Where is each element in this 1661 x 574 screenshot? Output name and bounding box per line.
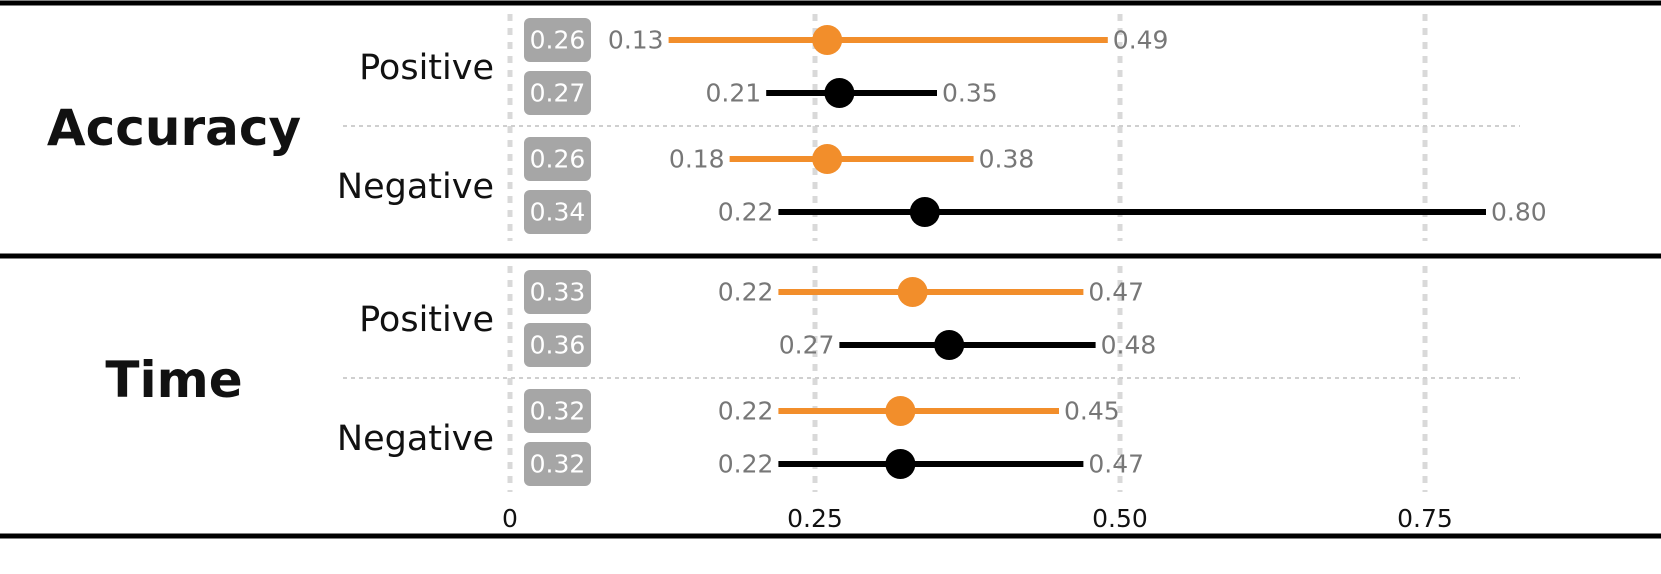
x-tick-label: 0 (502, 504, 518, 533)
mean-badge (524, 18, 591, 62)
ci-low-label: 0.21 (706, 79, 762, 108)
mean-point (885, 449, 916, 479)
x-tick-label: 0.50 (1092, 504, 1148, 533)
mean-point (934, 330, 965, 360)
ci-low-label: 0.18 (669, 145, 725, 174)
ci-high-label: 0.35 (942, 79, 998, 108)
condition-label: Negative (337, 419, 494, 459)
mean-badge (524, 270, 591, 314)
ci-low-label: 0.22 (718, 450, 774, 479)
condition-label: Positive (359, 300, 494, 340)
ci-high-label: 0.80 (1491, 198, 1547, 227)
x-tick-label: 0.75 (1397, 504, 1453, 533)
ci-high-label: 0.48 (1101, 331, 1157, 360)
mean-badge-label: 0.32 (530, 397, 586, 426)
ci-high-label: 0.38 (979, 145, 1035, 174)
ci-high-label: 0.47 (1088, 450, 1144, 479)
ci-high-label: 0.45 (1064, 397, 1120, 426)
mean-point (885, 396, 916, 426)
ci-low-label: 0.22 (718, 278, 774, 307)
mean-badge (524, 442, 591, 486)
group-label-time: Time (105, 351, 242, 409)
condition-label: Negative (337, 167, 494, 207)
mean-badge-label: 0.32 (530, 450, 586, 479)
mean-badge (524, 71, 591, 115)
mean-badge-label: 0.27 (530, 79, 586, 108)
mean-point (897, 277, 928, 307)
mean-badge-label: 0.26 (530, 145, 586, 174)
mean-point (909, 197, 940, 227)
ci-low-label: 0.22 (718, 397, 774, 426)
group-label-accuracy: Accuracy (47, 99, 301, 157)
mean-badge-label: 0.34 (530, 198, 586, 227)
condition-label: Positive (359, 48, 494, 88)
mean-badge-label: 0.33 (530, 278, 586, 307)
ci-high-label: 0.49 (1113, 26, 1169, 55)
mean-badge (524, 137, 591, 181)
ci-low-label: 0.13 (608, 26, 664, 55)
ci-low-label: 0.22 (718, 198, 774, 227)
mean-point (812, 25, 843, 55)
ci-low-label: 0.27 (779, 331, 835, 360)
x-tick-label: 0.25 (787, 504, 843, 533)
ci-high-label: 0.47 (1088, 278, 1144, 307)
mean-badge-label: 0.26 (530, 26, 586, 55)
mean-badge-label: 0.36 (530, 331, 586, 360)
mean-badge (524, 323, 591, 367)
mean-point (824, 78, 855, 108)
mean-badge (524, 389, 591, 433)
mean-point (812, 144, 843, 174)
mean-badge (524, 190, 591, 234)
